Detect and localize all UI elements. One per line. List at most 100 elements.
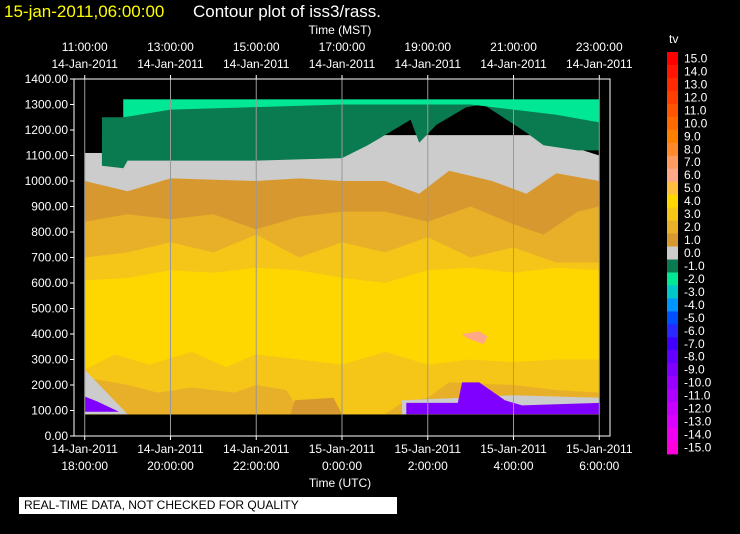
bottom-tick-date-label: 15-Jan-2011: [395, 442, 462, 456]
legend-swatch: [667, 233, 678, 247]
bottom-tick-time-label: 6:00:00: [579, 459, 619, 473]
legend-label: 5.0: [684, 181, 701, 195]
bottom-tick-date-label: 15-Jan-2011: [480, 442, 547, 456]
legend-swatch: [667, 337, 678, 351]
top-tick-date-label: 14-Jan-2011: [51, 57, 118, 71]
layer-0-1-region: [290, 397, 342, 415]
legend-swatch: [667, 77, 678, 92]
legend-swatch: [667, 220, 678, 234]
legend-swatch: [667, 324, 678, 338]
bottom-tick-time-label: 20:00:00: [147, 459, 194, 473]
legend-swatch: [667, 129, 678, 144]
legend-swatch: [667, 376, 678, 390]
legend-label: 6.0: [684, 168, 701, 182]
legend-swatch: [667, 246, 678, 260]
legend-label: -9.0: [684, 363, 705, 377]
legend-swatch: [667, 272, 678, 286]
no-data-region: [74, 79, 102, 153]
legend-swatch: [667, 103, 678, 118]
y-tick-label: 700.00: [31, 251, 68, 265]
y-tick-label: 1300.00: [25, 98, 69, 112]
legend-label: 15.0: [684, 52, 708, 66]
legend-swatch: [667, 207, 678, 221]
y-axis: 0.00 100.00 200.00 300.00 400.00 500.00 600.00…: [25, 72, 74, 443]
legend-label: -1.0: [684, 259, 705, 273]
bottom-tick-date-label: 14-Jan-2011: [223, 442, 290, 456]
y-tick-label: 800.00: [31, 225, 68, 239]
top-tick-date-label: 14-Jan-2011: [309, 57, 376, 71]
inversion-minus7-region: [84, 396, 119, 412]
legend-title: tv: [669, 32, 679, 46]
legend-swatch: [667, 428, 678, 442]
y-tick-label: 1100.00: [26, 149, 69, 163]
legend-label: 8.0: [684, 142, 701, 156]
bottom-tick-date-label: 14-Jan-2011: [51, 442, 118, 456]
y-tick-label: 900.00: [31, 200, 68, 214]
legend-label: -15.0: [684, 441, 712, 455]
legend-swatch: [667, 168, 678, 183]
legend-swatch: [667, 142, 678, 157]
bottom-tick-time-label: 4:00:00: [493, 459, 533, 473]
legend-swatch: [667, 285, 678, 299]
legend-swatch: [667, 90, 678, 105]
quality-disclaimer: REAL-TIME DATA, NOT CHECKED FOR QUALITY: [19, 497, 397, 514]
legend-label: -7.0: [684, 337, 705, 351]
legend-label: 9.0: [684, 129, 701, 143]
top-tick-time-label: 13:00:00: [147, 40, 194, 54]
legend-label: 10.0: [684, 116, 708, 130]
gridlines: [84, 79, 600, 436]
top-tick-time-label: 21:00:00: [490, 40, 537, 54]
top-tick-date-label: 14-Jan-2011: [395, 57, 462, 71]
top-tick-date-label: 14-Jan-2011: [480, 57, 547, 71]
top-tick-date-label: 14-Jan-2011: [566, 57, 633, 71]
bottom-tick-time-label: 18:00:00: [61, 459, 108, 473]
bottom-time-axis: 14-Jan-2011 18:00:00 14-Jan-2011 20:00:00 14…: [51, 436, 633, 473]
legend-label: 13.0: [684, 77, 708, 91]
bottom-tick-date-label: 15-Jan-2011: [309, 442, 376, 456]
legend-label: -11.0: [684, 389, 711, 403]
bottom-tick-time-label: 2:00:00: [408, 459, 448, 473]
legend-label: -10.0: [684, 376, 712, 390]
y-tick-label: 500.00: [31, 302, 68, 316]
bottom-axis-label: Time (UTC): [308, 476, 372, 490]
legend-label: 14.0: [684, 65, 708, 79]
legend-label: 1.0: [684, 233, 701, 247]
legend-label: -12.0: [684, 402, 712, 416]
top-tick-time-label: 19:00:00: [404, 40, 451, 54]
legend-swatch: [667, 363, 678, 377]
y-tick-label: 0.00: [45, 429, 69, 443]
legend-swatch: [667, 350, 678, 364]
top-tick-date-label: 14-Jan-2011: [137, 57, 204, 71]
legend-label: -4.0: [684, 298, 705, 312]
bottom-tick-date-label: 14-Jan-2011: [137, 442, 204, 456]
color-legend: 15.014.013.012.011.010.09.08.07.06.05.04…: [667, 52, 712, 455]
legend-swatch: [667, 155, 678, 170]
y-tick-label: 1400.00: [25, 72, 69, 86]
bottom-tick-date-label: 15-Jan-2011: [566, 442, 633, 456]
layer-minus2-region: [123, 99, 600, 123]
legend-swatch: [667, 298, 678, 312]
top-tick-date-label: 14-Jan-2011: [223, 57, 290, 71]
legend-label: -5.0: [684, 311, 705, 325]
legend-label: -2.0: [684, 272, 705, 286]
legend-label: 11.0: [684, 103, 707, 117]
legend-swatch: [667, 52, 678, 66]
top-tick-time-label: 11:00:00: [62, 40, 108, 54]
legend-label: 2.0: [684, 220, 701, 234]
y-tick-label: 600.00: [31, 276, 68, 290]
legend-swatch: [667, 259, 678, 273]
legend-label: 12.0: [684, 90, 708, 104]
top-time-axis: 11:00:00 14-Jan-2011 13:00:00 14-Jan-2011 15…: [51, 40, 633, 79]
top-tick-time-label: 23:00:00: [576, 40, 623, 54]
legend-label: -13.0: [684, 415, 712, 429]
legend-label: -3.0: [684, 285, 705, 299]
bottom-tick-time-label: 0:00:00: [322, 459, 362, 473]
y-tick-label: 1000.00: [25, 174, 69, 188]
legend-label: -14.0: [684, 428, 712, 442]
legend-swatch: [667, 116, 678, 131]
legend-label: 7.0: [684, 155, 701, 169]
timestamp-title: 15-jan-2011,06:00:00: [4, 2, 165, 21]
patch-5-6-region: [462, 331, 488, 345]
y-tick-label: 300.00: [31, 353, 68, 367]
